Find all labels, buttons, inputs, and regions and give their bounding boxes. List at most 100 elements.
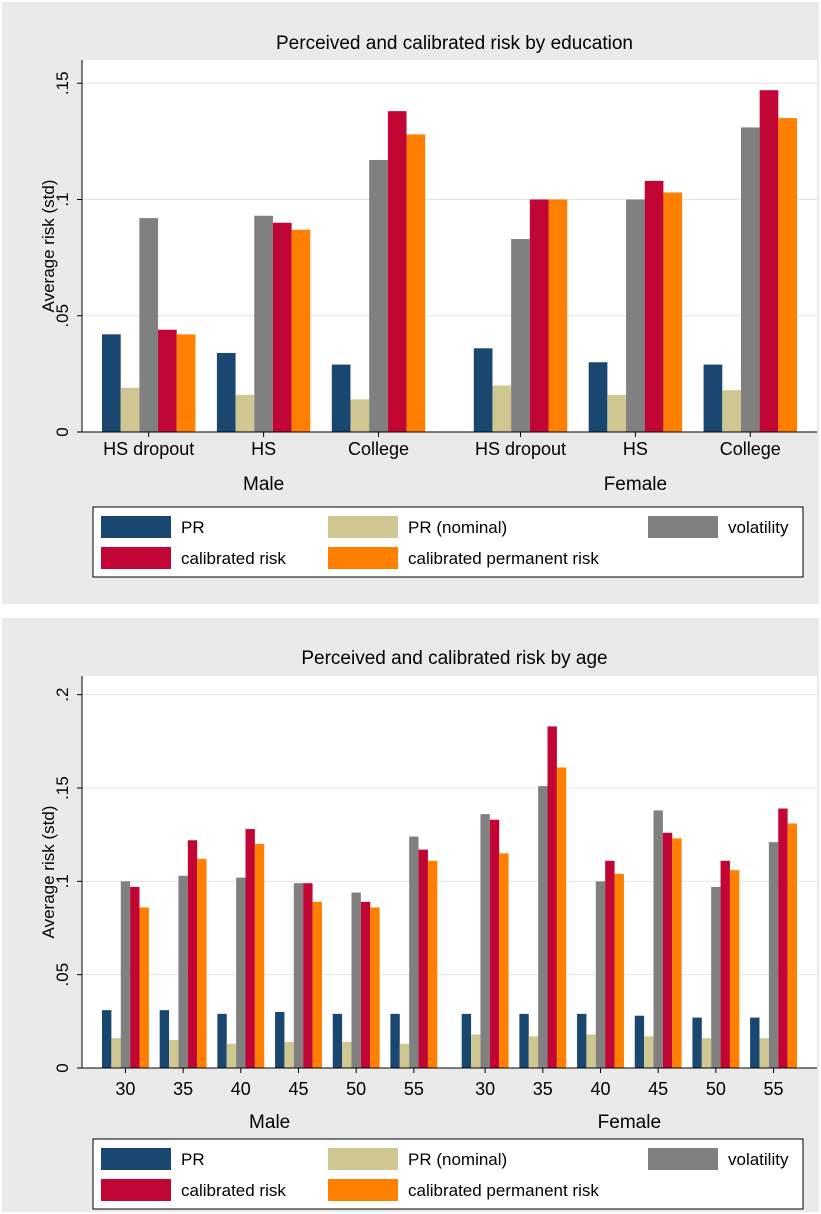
legend-label: PR [181, 518, 205, 537]
bar [254, 844, 265, 1068]
y-tick-label: .05 [53, 963, 72, 987]
bar [284, 1041, 294, 1068]
bar [120, 881, 131, 1068]
group-label: Male [249, 1112, 290, 1133]
bar [672, 838, 682, 1068]
bar [473, 348, 493, 432]
bar [360, 901, 371, 1068]
bar [768, 842, 779, 1068]
bar [489, 819, 500, 1068]
x-tick-label: 50 [706, 1079, 726, 1099]
y-axis-title: Average risk (std) [39, 806, 58, 939]
bar [272, 222, 292, 432]
bar [399, 1043, 410, 1068]
bar [409, 836, 419, 1068]
bar [216, 352, 236, 432]
legend-swatch [101, 1148, 171, 1170]
bar [586, 1034, 596, 1068]
bar [634, 1015, 645, 1068]
bar [235, 394, 255, 432]
bar [332, 1013, 343, 1068]
x-tick-label: 55 [404, 1079, 424, 1099]
bar [139, 907, 149, 1068]
bar [312, 901, 322, 1068]
bar [614, 873, 624, 1068]
y-tick-label: .2 [53, 688, 72, 702]
bar [331, 364, 351, 432]
bar [169, 1040, 179, 1068]
chart-title: Perceived and calibrated risk by educati… [276, 33, 633, 54]
bar [701, 1038, 712, 1068]
bar [342, 1041, 352, 1068]
x-tick-label: 30 [115, 1079, 135, 1099]
legend-label: calibrated permanent risk [408, 1181, 599, 1200]
bar [370, 907, 380, 1068]
bar [703, 364, 723, 432]
bar [176, 334, 196, 432]
bar [102, 334, 121, 432]
legend-swatch [328, 516, 398, 538]
legend-label: PR (nominal) [408, 1150, 507, 1169]
bar [548, 199, 568, 432]
bar [291, 229, 311, 432]
x-tick-label: 45 [648, 1079, 668, 1099]
legend-label: calibrated permanent risk [408, 549, 599, 568]
bar [351, 892, 361, 1068]
bar [556, 767, 567, 1068]
chart-title: Perceived and calibrated risk by age [301, 648, 607, 669]
y-tick-label: .15 [53, 776, 72, 800]
legend-label: PR [181, 1150, 205, 1169]
bar [626, 199, 645, 432]
bar [158, 329, 177, 432]
bar [120, 387, 140, 432]
x-tick-label: 35 [533, 1079, 553, 1099]
bar [653, 810, 663, 1068]
x-tick-label: HS dropout [103, 439, 194, 459]
legend-swatch [328, 547, 398, 569]
bar [547, 726, 557, 1068]
group-label: Male [243, 474, 284, 495]
bar [663, 192, 683, 432]
legend-swatch [328, 1179, 398, 1201]
bar [577, 1013, 587, 1068]
chart-panel-age: 0 .05 .1 .15 .2 Average risk (std) Perceived a… [2, 618, 819, 1212]
bar [595, 881, 606, 1068]
x-tick-label: College [348, 439, 409, 459]
bar [406, 134, 426, 432]
bar [499, 853, 509, 1068]
bar [245, 829, 255, 1068]
y-tick-label: .15 [53, 71, 72, 95]
bar [187, 840, 198, 1068]
y-axis-title: Average risk (std) [39, 180, 58, 313]
bar [275, 1012, 285, 1068]
bar [750, 1017, 760, 1068]
legend-swatch [648, 516, 718, 538]
bar [102, 1010, 112, 1068]
bar [787, 823, 797, 1068]
bar [480, 814, 490, 1068]
bar [644, 1036, 654, 1068]
bar [139, 218, 159, 432]
legend-label: volatility [728, 518, 789, 537]
bar [293, 883, 304, 1068]
legend-swatch [101, 547, 171, 569]
bar [197, 858, 207, 1068]
bar [644, 180, 664, 432]
x-tick-label: 40 [590, 1079, 610, 1099]
bar [662, 832, 673, 1068]
bar [538, 786, 548, 1068]
legend-label: volatility [728, 1150, 789, 1169]
bar [720, 860, 730, 1068]
x-tick-label: 55 [764, 1079, 784, 1099]
x-tick-label: 35 [173, 1079, 193, 1099]
legend-swatch [328, 1148, 398, 1170]
bar [607, 394, 627, 432]
y-tick-label: 0 [53, 1063, 72, 1072]
bar [519, 1013, 529, 1068]
bar [387, 111, 407, 433]
bar [729, 870, 740, 1068]
legend-swatch [101, 516, 171, 538]
x-tick-label: 30 [475, 1079, 495, 1099]
y-tick-label: .05 [53, 304, 72, 328]
bar [226, 1043, 237, 1068]
